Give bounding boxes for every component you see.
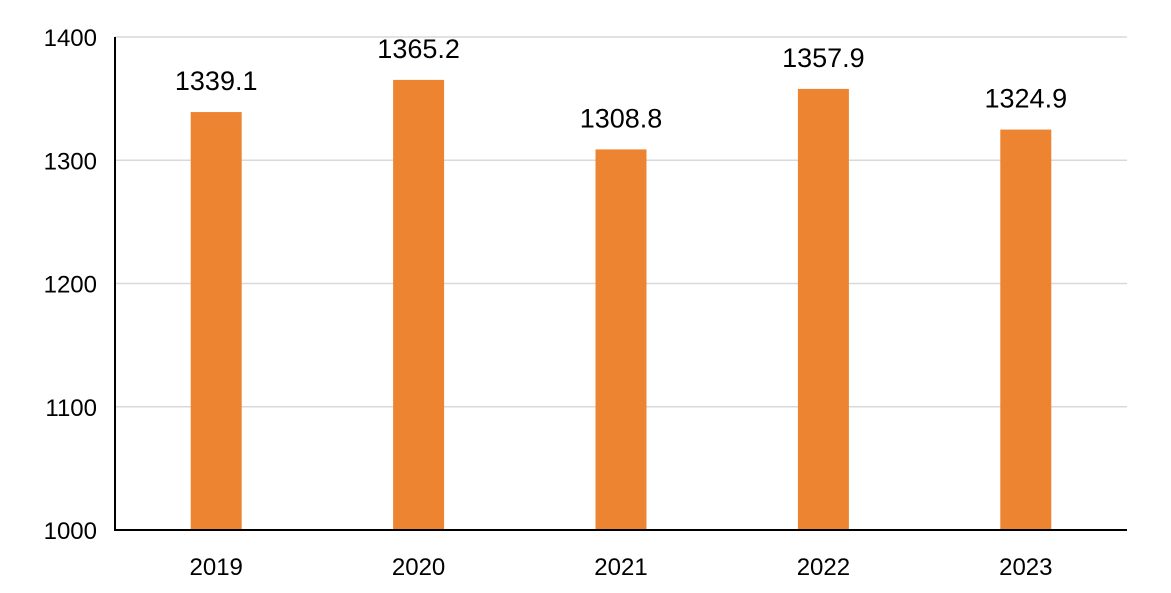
bar-2023 (1000, 129, 1052, 531)
data-label-2023: 1324.9 (985, 84, 1068, 114)
bar-2021 (595, 149, 647, 531)
data-label-2021: 1308.8 (580, 103, 663, 133)
data-label-2019: 1339.1 (175, 66, 258, 96)
x-tick-label-2020: 2020 (392, 554, 445, 581)
x-tick-label-2019: 2019 (190, 554, 243, 581)
bar-2019 (190, 112, 242, 530)
x-tick-label-2023: 2023 (999, 554, 1052, 581)
bar-2020 (393, 79, 445, 531)
y-tick-label: 1100 (45, 395, 97, 422)
axes (114, 37, 1127, 531)
bars (190, 79, 1052, 531)
y-tick-label: 1300 (44, 148, 97, 175)
y-tick-label: 1400 (44, 25, 97, 52)
data-label-2022: 1357.9 (782, 43, 865, 73)
x-tick-label-2021: 2021 (594, 554, 647, 581)
data-label-2020: 1365.2 (377, 34, 460, 64)
labels: 1000 1100 1200 1300 1400 1339.1 2019 1365.2 2020… (44, 25, 1067, 581)
x-tick-label-2022: 2022 (797, 554, 850, 581)
y-tick-label: 1000 (44, 518, 97, 545)
bar-2022 (797, 88, 849, 531)
y-tick-label: 1200 (44, 272, 97, 299)
